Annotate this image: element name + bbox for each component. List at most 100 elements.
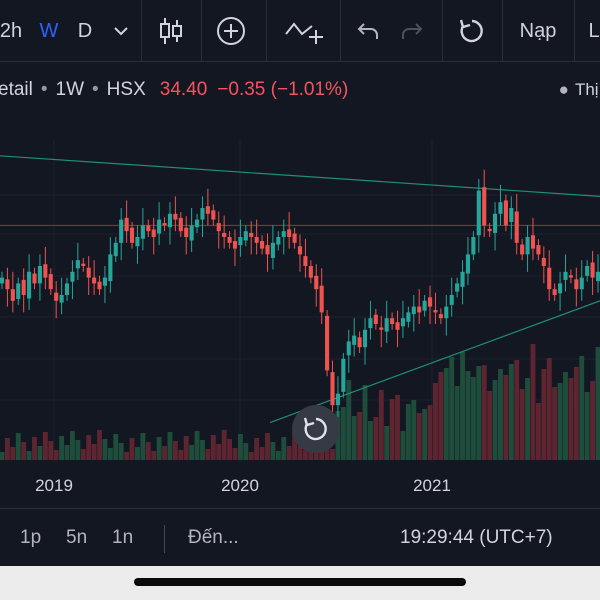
volume-bar xyxy=(584,392,590,460)
candle-body xyxy=(157,219,162,234)
volume-bar xyxy=(145,442,151,460)
volume-bar xyxy=(297,441,303,460)
candle-body xyxy=(541,257,546,266)
volume-bar xyxy=(37,446,43,460)
candle-body xyxy=(525,237,530,255)
candle-body xyxy=(81,263,86,266)
x-tick-label: 2019 xyxy=(35,476,73,495)
reset-chart-button[interactable] xyxy=(292,405,340,453)
candle-body xyxy=(178,217,183,232)
goto-date-button[interactable]: Đến... xyxy=(188,527,239,548)
time-axis[interactable]: 2019 2020 2021 xyxy=(0,462,600,508)
candle-body xyxy=(167,213,173,228)
volume-bar xyxy=(481,365,487,460)
candles xyxy=(0,169,600,423)
volume-bar xyxy=(330,449,335,460)
volume-bar xyxy=(530,344,536,460)
volume-bar xyxy=(118,443,124,460)
candle-body xyxy=(303,256,308,266)
candle-body xyxy=(476,190,481,236)
clock[interactable]: 19:29:44 (UTC+7) xyxy=(400,527,553,548)
chart-type-button[interactable] xyxy=(146,0,196,62)
volume-bar xyxy=(254,438,260,460)
volume-bar xyxy=(53,450,59,460)
volume-bar xyxy=(525,378,531,460)
undo-button[interactable] xyxy=(352,0,384,62)
volume-bar xyxy=(221,430,227,460)
volume-bar xyxy=(357,412,363,460)
market-status: ●Thị t xyxy=(558,80,600,99)
candle-body xyxy=(590,262,595,278)
interval-day-button[interactable]: D xyxy=(77,19,93,42)
volume-bar xyxy=(10,447,16,460)
candle-body xyxy=(379,327,384,330)
volume-bar xyxy=(26,451,32,460)
candle-body xyxy=(438,314,443,319)
volume-bar xyxy=(216,444,222,460)
candle-body xyxy=(503,200,508,226)
volume-bar xyxy=(498,369,503,460)
candle-body xyxy=(108,254,113,282)
candle-body xyxy=(530,235,536,249)
candle-body xyxy=(492,213,498,233)
volume-bar xyxy=(487,391,493,460)
candlestick-icon xyxy=(160,18,182,44)
volume-bar xyxy=(178,450,184,460)
indicators-button[interactable] xyxy=(276,0,332,62)
candle-body xyxy=(433,310,438,313)
interval-dropdown[interactable] xyxy=(108,0,134,62)
volume-bar xyxy=(573,367,579,460)
candle-body xyxy=(194,219,200,228)
candle-body xyxy=(287,229,292,237)
descending-trendline xyxy=(0,155,600,197)
price-chart[interactable] xyxy=(0,140,600,462)
candle-body xyxy=(70,271,75,282)
candle-body xyxy=(227,237,232,243)
volume-bar xyxy=(210,435,216,460)
load-button[interactable]: Nạp xyxy=(519,19,557,42)
x-tick-label: 2020 xyxy=(221,476,259,495)
legend-interval: 1W xyxy=(55,79,85,100)
x-tick-label: 2021 xyxy=(413,476,451,495)
candle-body xyxy=(552,289,557,295)
top-toolbar: 2h W D xyxy=(0,0,600,62)
volume-bar xyxy=(411,400,417,460)
candle-body xyxy=(498,202,503,214)
symbol-name[interactable]: etail xyxy=(0,79,33,100)
candle-body xyxy=(352,335,357,345)
volume-bar xyxy=(205,449,211,460)
candle-body xyxy=(270,242,275,258)
volume-bar xyxy=(492,380,498,460)
add-button[interactable] xyxy=(206,0,256,62)
candle-body xyxy=(276,237,281,245)
candle-body xyxy=(124,217,129,232)
interval-week-button[interactable]: W xyxy=(39,19,59,42)
candle-body xyxy=(460,271,465,287)
candle-body xyxy=(368,318,373,329)
volume-bar xyxy=(151,451,157,460)
extra-button[interactable]: L xyxy=(588,19,600,42)
price-change: −0.35 (−1.01%) xyxy=(217,79,349,100)
redo-button[interactable] xyxy=(396,0,428,62)
candle-body xyxy=(140,225,145,239)
candle-body xyxy=(200,208,205,220)
candle-body xyxy=(129,227,135,243)
candle-body xyxy=(151,229,156,237)
candle-body xyxy=(119,219,124,243)
volume-bar xyxy=(124,452,130,460)
interval-2h-button[interactable]: 2h xyxy=(0,19,23,42)
volume-bar xyxy=(362,385,368,460)
reload-button[interactable] xyxy=(452,0,492,62)
candle-body xyxy=(330,372,335,406)
range-2-button[interactable]: 5n xyxy=(66,527,88,548)
candle-body xyxy=(422,300,427,311)
volume-bar xyxy=(557,383,563,460)
volume-bar xyxy=(4,438,10,460)
symbol-legend: etail • 1W • HSX 34.40 −0.35 (−1.01%) ● T… xyxy=(0,72,600,108)
candle-body xyxy=(357,337,362,348)
range-3-button[interactable]: 1n xyxy=(112,527,134,548)
home-indicator[interactable] xyxy=(134,578,466,586)
volume-bar xyxy=(113,434,119,460)
volume-bar xyxy=(227,439,233,460)
range-1-button[interactable]: 1p xyxy=(20,527,42,548)
